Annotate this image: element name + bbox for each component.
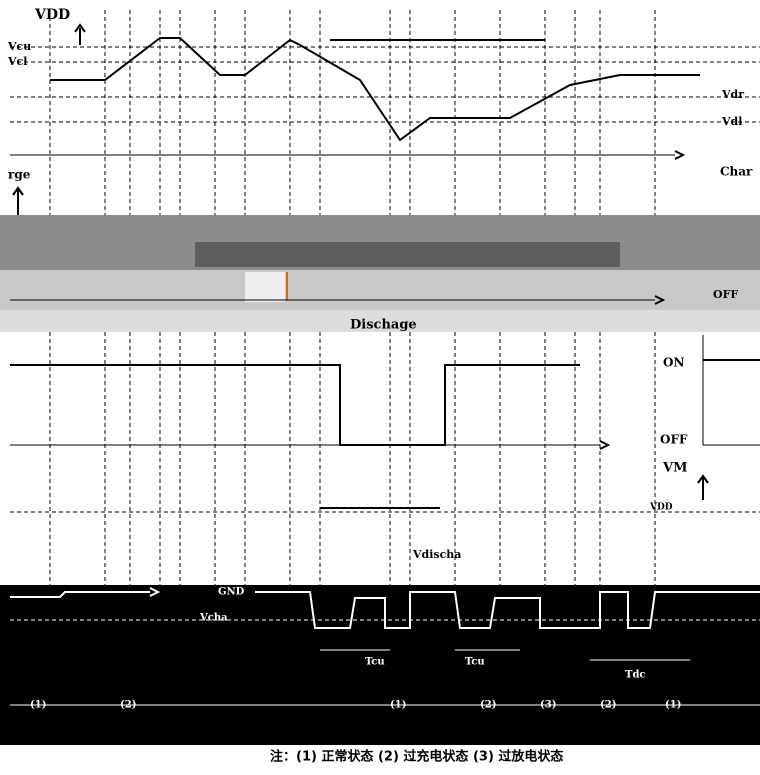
- off-label: OFF: [660, 433, 688, 447]
- vdl-label: Vdl: [721, 115, 742, 128]
- gnd-label: GND: [218, 587, 245, 598]
- vcha-label: Vcha: [199, 613, 228, 624]
- note: 注：(1) 正常状态 (2) 过充电状态 (3) 过放电状态: [270, 749, 563, 765]
- state-label: (2): [480, 700, 496, 711]
- tcu-label: Tcu: [365, 657, 385, 668]
- vdr-label: Vdr: [721, 88, 744, 101]
- vm-label: VM: [662, 461, 687, 476]
- off-label: OFF: [713, 288, 738, 301]
- switch-panel: ON OFF VM: [10, 335, 760, 508]
- tdc-label: Tdc: [625, 670, 646, 681]
- vdd-label: VDD: [649, 503, 673, 513]
- state-label: (3): [540, 700, 556, 711]
- charge-label: rge: [8, 168, 31, 182]
- state-label: (2): [120, 700, 136, 711]
- vdischa-label: Vdischa: [412, 548, 461, 561]
- charge-panel: rge Char OFF Dischage: [0, 165, 760, 333]
- vcl-label: Vcl: [7, 55, 27, 68]
- state-label: (1): [30, 700, 46, 711]
- vm-panel: VDD Vdischa GND Vcha Tcu Tcu Tdc (1) (2) (…: [0, 503, 760, 746]
- state-label: (1): [390, 700, 406, 711]
- timing-diagram: VDD Vcu Vcl Vdr Vdl rge Char OFF Dischag…: [0, 0, 760, 775]
- discharge-label: Dischage: [350, 318, 417, 333]
- vcu-label: Vcu: [7, 40, 31, 53]
- charge-label-right: Char: [720, 165, 753, 179]
- on-label: ON: [663, 356, 684, 370]
- state-label: (1): [665, 700, 681, 711]
- state-label: (2): [600, 700, 616, 711]
- tcu-label: Tcu: [465, 657, 485, 668]
- vdd-label: VDD: [34, 7, 70, 23]
